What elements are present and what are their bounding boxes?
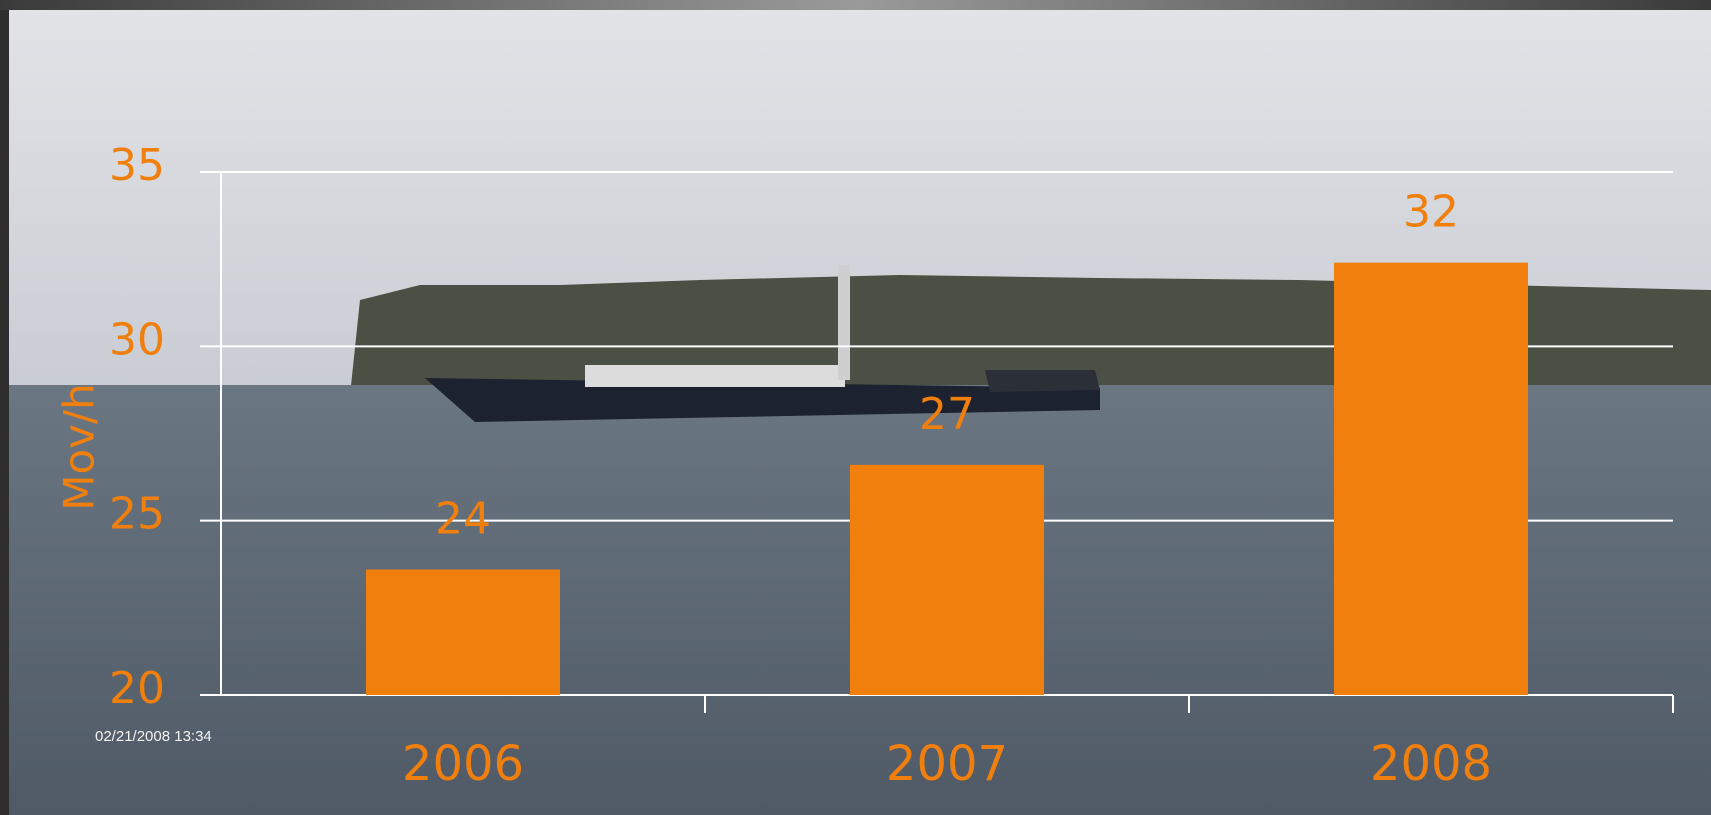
data-label: 24 [435,493,491,544]
x-tick-label: 2006 [402,736,524,792]
y-axis-label: Mov/h [55,383,104,511]
y-tick-label: 35 [109,140,165,191]
y-tick-label: 20 [109,663,165,714]
bar [366,569,560,695]
data-label: 27 [919,389,975,440]
data-label: 32 [1403,187,1459,238]
x-tick-label: 2008 [1370,736,1492,792]
y-tick-label: 25 [109,489,165,540]
chart: Mov/h 02/21/2008 13:34 20 25 30 35 2006 24 200… [0,0,1711,815]
bar [850,465,1044,695]
photo-timestamp: 02/21/2008 13:34 [95,728,212,745]
x-tick-label: 2007 [886,736,1008,792]
bar [1334,263,1528,695]
y-tick-label: 30 [109,314,165,365]
page: {"chart_data": {"type": "bar", "y_label"… [0,0,1711,815]
